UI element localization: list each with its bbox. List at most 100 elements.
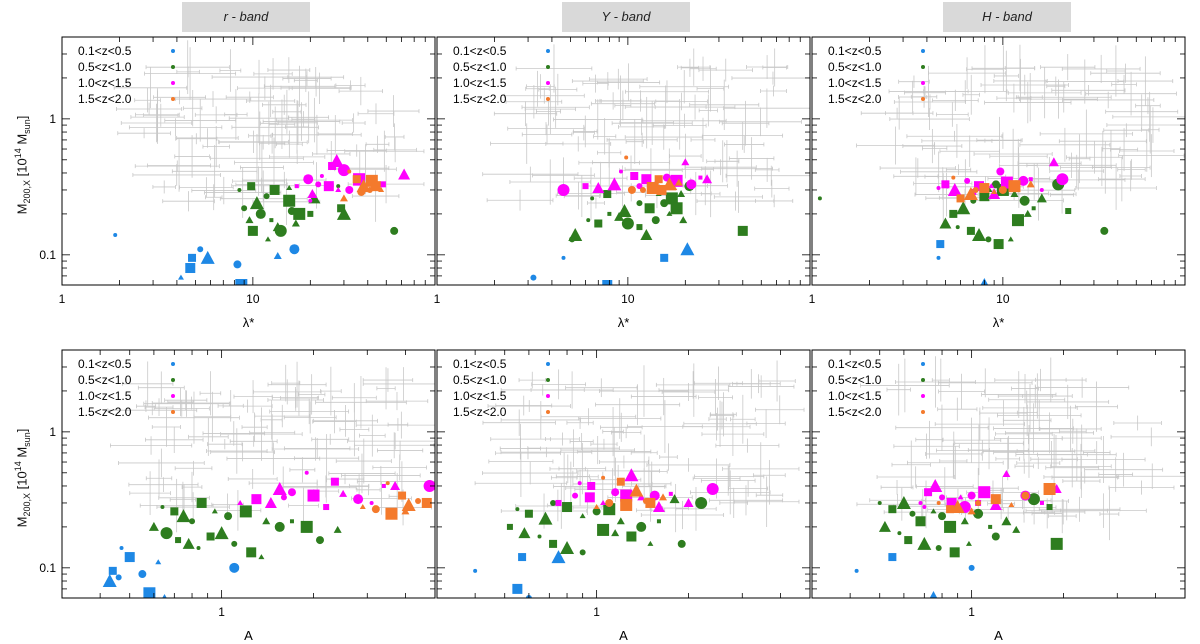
data-point <box>160 505 165 510</box>
data-point <box>636 521 647 532</box>
data-point <box>308 198 313 203</box>
data-point <box>538 511 553 525</box>
data-point <box>904 536 913 545</box>
data-point <box>1039 187 1044 192</box>
legend: 0.1<z<0.5 0.5<z<1.0 1.0<z<1.5 1.5<z<2.0 <box>828 44 925 106</box>
data-point <box>1048 157 1059 167</box>
x-axis-label: A <box>994 628 1003 643</box>
plot-area <box>854 356 1185 598</box>
data-point <box>175 537 182 544</box>
data-point <box>1031 206 1036 211</box>
data-point <box>620 498 633 511</box>
data-point <box>645 497 656 508</box>
y-tick-label: 1 <box>49 112 56 126</box>
data-point <box>518 527 531 539</box>
data-point <box>817 196 822 201</box>
data-point <box>188 253 197 262</box>
data-point <box>237 187 242 192</box>
legend-marker <box>546 65 550 69</box>
data-point <box>624 155 629 160</box>
data-point <box>938 512 947 521</box>
data-point <box>269 184 280 195</box>
data-point <box>626 531 637 542</box>
data-point <box>339 194 348 202</box>
data-point <box>162 594 167 598</box>
x-tick-label: 1 <box>809 292 816 306</box>
series-0.5<z<1.0 <box>237 182 399 242</box>
data-point <box>155 559 162 565</box>
data-point <box>1008 180 1021 193</box>
data-point <box>398 168 411 180</box>
data-point <box>593 504 600 510</box>
legend-label: 0.5<z<1.0 <box>453 60 507 74</box>
data-point <box>985 236 992 243</box>
data-point <box>616 517 625 525</box>
series-0.5<z<1.0 <box>877 493 1063 558</box>
data-point <box>512 583 523 594</box>
data-point <box>304 470 309 475</box>
data-point <box>381 483 386 488</box>
series-0.1<z<0.5 <box>936 240 989 285</box>
data-point <box>624 468 639 482</box>
legend-marker <box>921 378 925 382</box>
data-point <box>915 516 926 527</box>
plot-area <box>113 40 425 285</box>
series-1.5<z<2.0 <box>593 475 668 511</box>
data-point <box>572 492 579 499</box>
data-point <box>274 521 285 532</box>
x-tick-label: 1 <box>434 292 441 306</box>
series-0.5<z<1.0 <box>817 178 1109 250</box>
data-point <box>686 179 697 190</box>
data-point <box>347 169 352 174</box>
data-point <box>605 498 614 507</box>
errorbars <box>474 360 805 533</box>
data-point <box>185 263 196 274</box>
data-point <box>668 491 673 496</box>
data-point <box>614 211 625 221</box>
data-point <box>200 250 215 264</box>
data-point <box>241 205 248 212</box>
data-point <box>359 504 366 510</box>
data-point <box>963 187 978 201</box>
data-point <box>108 566 117 575</box>
data-point <box>656 519 661 524</box>
data-point <box>148 521 159 531</box>
data-point <box>683 497 694 507</box>
errorbars <box>856 356 1185 541</box>
data-point <box>1065 208 1072 215</box>
legend-marker <box>921 97 925 101</box>
data-point <box>988 183 995 189</box>
data-point <box>988 524 993 529</box>
data-point <box>263 193 270 200</box>
data-point <box>379 181 386 188</box>
data-point <box>1018 175 1029 186</box>
data-point <box>991 532 1000 541</box>
data-point <box>975 499 982 506</box>
data-point <box>946 497 957 508</box>
legend-marker <box>546 394 550 398</box>
plot-frame <box>61 36 436 286</box>
data-point <box>176 509 191 523</box>
data-point <box>182 537 195 549</box>
data-point <box>239 505 252 518</box>
data-point <box>651 216 660 225</box>
data-point <box>949 547 960 558</box>
data-point <box>930 508 937 514</box>
data-point <box>262 517 271 525</box>
data-point <box>224 512 233 521</box>
data-point <box>189 518 196 525</box>
data-point <box>928 478 943 492</box>
data-point <box>124 552 135 563</box>
data-point <box>918 500 923 505</box>
data-point <box>659 493 668 501</box>
data-point <box>231 540 238 547</box>
data-point <box>233 260 242 269</box>
data-point <box>280 494 287 501</box>
series-1.5<z<2.0 <box>936 483 1056 515</box>
data-point <box>909 510 916 517</box>
data-point <box>385 481 390 486</box>
panel-h-A: 1 A 0.1<z<0.5 0.5<z<1.0 1.0<z<1.5 1.5<z<2.0 <box>811 349 1186 643</box>
data-point <box>143 587 156 598</box>
data-point <box>530 274 537 281</box>
legend-label: 0.1<z<0.5 <box>453 357 507 371</box>
